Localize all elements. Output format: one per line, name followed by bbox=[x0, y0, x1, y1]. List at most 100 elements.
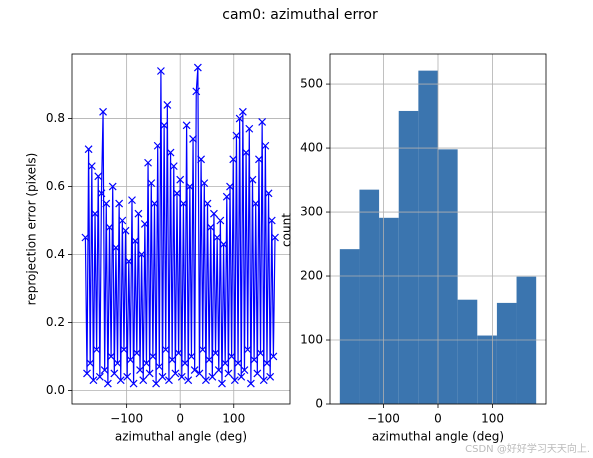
marker bbox=[176, 175, 185, 184]
marker bbox=[258, 118, 267, 126]
marker bbox=[266, 372, 275, 381]
marker bbox=[238, 107, 247, 116]
bar bbox=[398, 110, 419, 404]
marker bbox=[259, 376, 268, 385]
x-tick-label: −100 bbox=[367, 412, 400, 426]
bar bbox=[457, 299, 478, 404]
y-axis-label: count bbox=[280, 213, 294, 247]
marker bbox=[190, 366, 199, 374]
marker bbox=[107, 352, 116, 361]
y-tick-label: 300 bbox=[300, 205, 323, 219]
marker bbox=[187, 352, 196, 361]
y-tick-label: 200 bbox=[300, 269, 323, 283]
marker bbox=[108, 182, 117, 191]
marker bbox=[201, 376, 210, 385]
x-tick-label: 100 bbox=[481, 412, 504, 426]
marker bbox=[198, 345, 207, 354]
marker bbox=[222, 192, 231, 201]
bar bbox=[359, 189, 380, 404]
marker bbox=[171, 369, 180, 378]
marker bbox=[242, 148, 251, 157]
marker bbox=[94, 172, 103, 181]
marker bbox=[145, 369, 154, 378]
marker bbox=[118, 216, 127, 225]
marker bbox=[148, 352, 157, 361]
marker bbox=[97, 189, 106, 198]
marker bbox=[179, 199, 188, 208]
marker bbox=[102, 199, 111, 208]
watermark: CSDN @好好学习天天向上. bbox=[465, 442, 590, 455]
marker bbox=[83, 369, 91, 378]
marker bbox=[245, 124, 254, 133]
marker bbox=[84, 145, 93, 154]
bar bbox=[438, 149, 458, 404]
y-tick-label: 0.6 bbox=[46, 179, 65, 193]
marker bbox=[105, 223, 114, 232]
marker bbox=[192, 87, 201, 96]
x-axis-label: azimuthal angle (deg) bbox=[372, 430, 504, 444]
y-axis-label: reprojection error (pixels) bbox=[25, 153, 39, 306]
marker bbox=[81, 233, 90, 242]
marker bbox=[100, 366, 109, 374]
marker bbox=[246, 379, 255, 388]
marker bbox=[166, 148, 175, 157]
marker bbox=[235, 114, 244, 123]
bar bbox=[496, 302, 517, 404]
marker bbox=[237, 372, 246, 381]
marker bbox=[95, 372, 104, 381]
marker bbox=[206, 223, 215, 232]
marker bbox=[250, 355, 259, 364]
marker bbox=[269, 352, 278, 361]
marker bbox=[140, 219, 149, 228]
marker bbox=[256, 349, 265, 357]
marker bbox=[120, 345, 128, 354]
marker bbox=[248, 175, 257, 184]
y-tick-label: 0.0 bbox=[46, 383, 65, 397]
marker bbox=[181, 359, 189, 368]
marker bbox=[264, 189, 273, 198]
marker bbox=[163, 101, 172, 109]
marker bbox=[182, 121, 191, 130]
marker bbox=[251, 199, 260, 208]
y-tick-label: 0.8 bbox=[46, 111, 65, 125]
marker bbox=[263, 359, 271, 368]
marker bbox=[156, 67, 165, 75]
marker bbox=[208, 372, 217, 381]
marker bbox=[89, 376, 98, 385]
marker bbox=[240, 366, 249, 374]
marker bbox=[91, 209, 99, 218]
marker bbox=[232, 131, 241, 140]
marker bbox=[255, 155, 263, 164]
y-tick-label: 500 bbox=[300, 77, 323, 91]
plot-area bbox=[81, 63, 279, 388]
bar bbox=[339, 249, 360, 404]
marker bbox=[229, 155, 238, 164]
marker bbox=[116, 376, 125, 385]
marker bbox=[87, 162, 96, 171]
y-tick-label: 0.2 bbox=[46, 315, 65, 329]
marker bbox=[144, 158, 152, 167]
marker bbox=[103, 379, 112, 388]
marker bbox=[184, 376, 193, 385]
marker bbox=[168, 355, 177, 364]
marker bbox=[160, 121, 169, 130]
marker bbox=[86, 359, 95, 368]
marker bbox=[200, 179, 209, 188]
marker bbox=[203, 199, 212, 208]
figure-title: cam0: azimuthal error bbox=[222, 7, 378, 23]
marker bbox=[121, 226, 130, 235]
marker bbox=[218, 379, 226, 388]
marker bbox=[153, 141, 162, 150]
marker bbox=[193, 63, 202, 72]
marker bbox=[136, 366, 144, 374]
marker bbox=[185, 182, 194, 191]
marker bbox=[230, 376, 239, 385]
marker bbox=[142, 359, 151, 368]
marker bbox=[124, 257, 133, 266]
marker bbox=[189, 135, 197, 143]
y-tick-label: 100 bbox=[300, 333, 323, 347]
marker bbox=[267, 216, 276, 225]
marker bbox=[253, 369, 262, 378]
marker bbox=[161, 345, 170, 354]
